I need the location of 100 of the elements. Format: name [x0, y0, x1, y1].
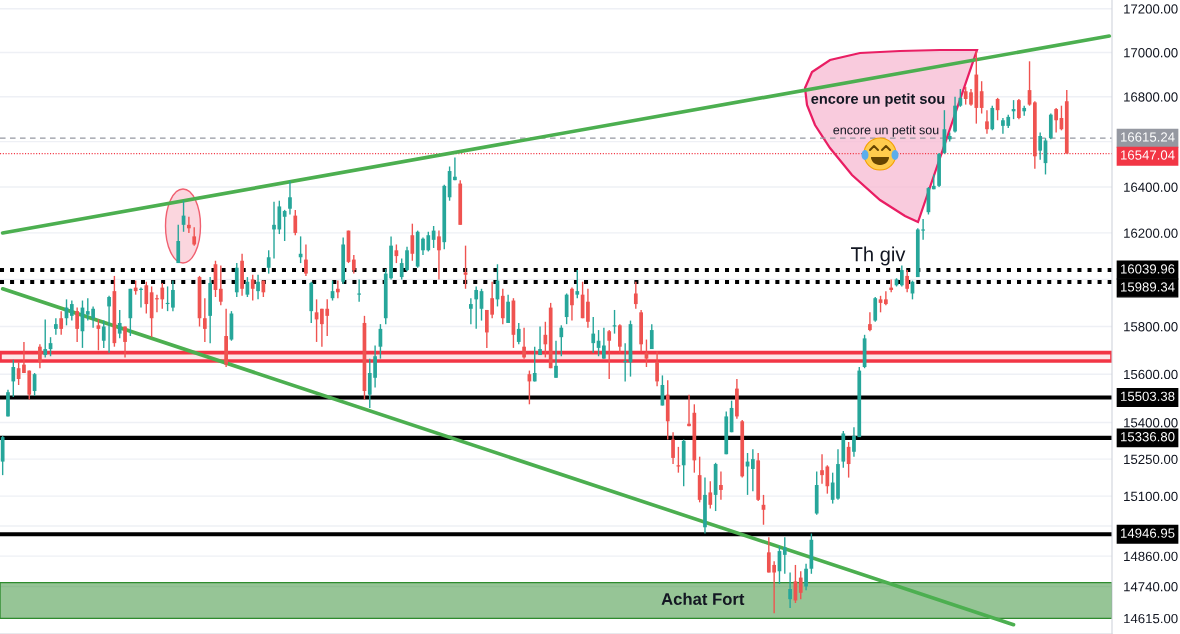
y-tick-label: 16400.00 — [1124, 182, 1178, 192]
candlestick — [469, 297, 473, 325]
candlestick — [1038, 131, 1043, 161]
candlestick — [1048, 112, 1053, 141]
candlestick — [538, 325, 542, 356]
candlestick — [868, 311, 872, 332]
candlestick — [532, 346, 537, 383]
candlestick — [54, 317, 58, 336]
y-tick-label: 15100.00 — [1124, 491, 1178, 502]
candlestick — [602, 326, 606, 360]
candlestick — [543, 321, 548, 359]
candlestick — [304, 243, 308, 277]
candlestick — [559, 324, 564, 357]
candlestick — [218, 264, 223, 306]
candlestick — [59, 310, 64, 336]
candlestick — [522, 326, 526, 360]
candlestick — [293, 209, 298, 236]
y-tick-label: 15600.00 — [1124, 369, 1178, 380]
y-tick-label: 15400.00 — [1124, 418, 1178, 428]
candlestick — [554, 340, 558, 379]
candlestick — [516, 322, 521, 346]
candlestick — [11, 359, 16, 398]
y-tick-label: 15800.00 — [1124, 322, 1178, 332]
candlestick — [570, 286, 574, 322]
candlestick — [804, 562, 808, 591]
candlestick — [671, 431, 675, 465]
candlestick — [788, 571, 792, 609]
candlestick — [176, 224, 181, 264]
candlestick — [96, 318, 101, 351]
candlestick — [75, 306, 80, 343]
y-tick-label: 15250.00 — [1124, 454, 1178, 465]
candlestick — [107, 295, 111, 354]
candlestick — [617, 323, 622, 354]
candlestick — [612, 309, 617, 335]
candlestick — [463, 244, 468, 290]
ref-line-label: 16547.04 — [1121, 150, 1175, 160]
ref-line-label: 16615.24 — [1121, 132, 1175, 142]
candlestick — [899, 264, 904, 288]
candlestick — [676, 446, 681, 474]
candlestick — [171, 279, 175, 312]
candlestick — [990, 105, 995, 132]
y-tick-label: 16200.00 — [1124, 228, 1178, 238]
y-tick-label: 17200.00 — [1124, 4, 1178, 14]
ref-line-label: 15989.34 — [1121, 282, 1175, 292]
candlestick — [751, 448, 755, 492]
y-tick-label: 14740.00 — [1124, 582, 1178, 592]
candlestick — [139, 286, 143, 309]
candlestick — [649, 323, 654, 350]
candlestick — [474, 285, 479, 330]
candlestick — [256, 274, 260, 301]
candlestick — [719, 470, 723, 501]
candlestick — [437, 229, 441, 281]
candlestick — [708, 480, 713, 510]
annotation: encore un petit sou — [833, 125, 939, 137]
candlestick — [410, 222, 415, 262]
candlestick — [351, 254, 356, 275]
band-label: Achat Fort — [661, 592, 745, 605]
candlestick — [884, 290, 888, 306]
candlestick — [591, 316, 596, 354]
candlestick — [1054, 107, 1058, 134]
candlestick — [101, 319, 106, 349]
candlestick — [586, 288, 590, 329]
candlestick — [564, 292, 569, 325]
annotation: Th giv — [851, 246, 906, 266]
candlestick — [607, 329, 612, 380]
candlestick — [123, 325, 127, 359]
candlestick — [357, 278, 361, 303]
candlestick — [979, 80, 984, 115]
candlestick — [905, 269, 910, 294]
candlestick — [782, 536, 787, 575]
candlestick — [1017, 98, 1021, 120]
ref-line-label: 15503.38 — [1121, 391, 1175, 401]
ref-line-label: 16039.96 — [1121, 264, 1175, 274]
candlestick — [43, 318, 48, 359]
candlestick — [117, 309, 122, 340]
candlestick — [144, 281, 149, 315]
candlestick — [202, 297, 207, 343]
candlestick — [250, 274, 255, 302]
ref-line-label: 15336.80 — [1121, 432, 1175, 442]
candlestick — [633, 281, 638, 310]
annotation: encore un petit sou — [811, 93, 945, 107]
candlestick — [335, 279, 340, 299]
y-tick-label: 14615.00 — [1124, 613, 1178, 624]
candlestick — [623, 342, 628, 383]
candlestick — [288, 180, 292, 216]
ref-line-label: 14946.95 — [1121, 528, 1175, 538]
candlestick — [38, 343, 42, 369]
candlestick — [506, 293, 510, 324]
candlestick — [500, 288, 505, 325]
candlestick — [798, 570, 803, 600]
y-tick-label: 14860.00 — [1124, 551, 1178, 562]
candlestick — [985, 109, 989, 135]
candlestick — [282, 209, 287, 242]
y-tick-label: 16800.00 — [1124, 92, 1178, 102]
candlestick — [266, 249, 271, 275]
candlestick — [192, 226, 197, 247]
candlestick — [575, 269, 580, 299]
candlestick — [873, 296, 878, 323]
y-tick-label: 17000.00 — [1124, 48, 1178, 58]
candlestick — [69, 299, 74, 322]
